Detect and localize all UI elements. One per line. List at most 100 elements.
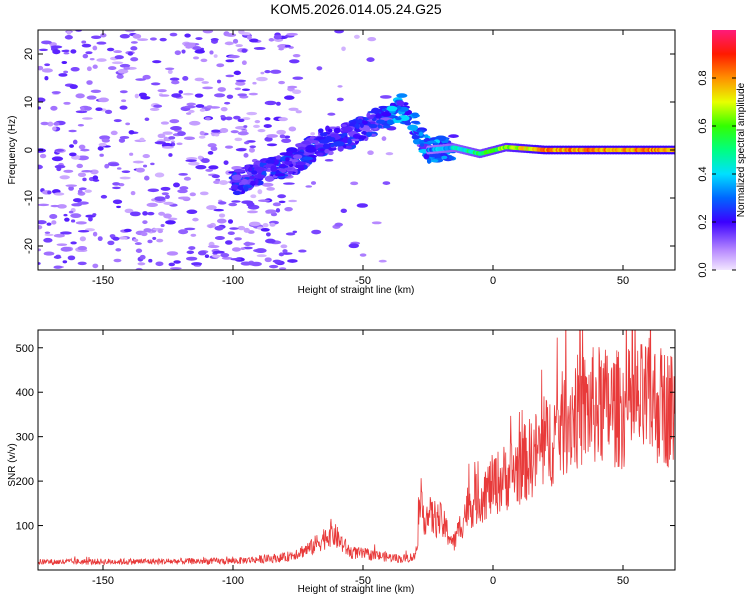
spectrogram-noise-blob: [223, 160, 229, 165]
spectrogram-noise-blob: [154, 172, 165, 178]
spectrogram-ridge-blob: [323, 143, 330, 149]
spectrogram-noise-blob: [168, 153, 173, 157]
spectrogram-noise-blob: [112, 186, 121, 190]
spectrogram-noise-blob: [177, 131, 186, 136]
spectrogram-noise-blob: [233, 70, 241, 76]
spectrogram-noise-blob: [219, 128, 229, 133]
spectrogram-noise-blob: [169, 77, 180, 81]
spectrogram-noise-blob: [213, 93, 226, 98]
spectrogram-noise-blob: [129, 211, 141, 217]
spectrogram-noise-blob: [189, 192, 196, 197]
spectrogram-noise-blob: [278, 200, 286, 204]
spectrogram-noise-blob: [220, 115, 226, 119]
spectrogram-ridge-blob: [285, 151, 293, 157]
snr-y-tick-label: 400: [16, 387, 34, 399]
spectrogram-noise-blob: [275, 101, 281, 106]
spectrogram-noise-blob: [224, 101, 231, 105]
spectrogram-noise-blob: [371, 221, 382, 225]
spectrogram-noise-blob: [246, 202, 255, 207]
spectrogram-noise-blob: [165, 194, 170, 199]
spectrogram-noise-blob: [311, 229, 322, 235]
spectrogram-noise-blob: [177, 189, 188, 194]
spectrogram-ridge-blob: [430, 159, 439, 163]
colorbar-tick-label: 0.0: [697, 262, 709, 277]
spectrogram-ridge-blob: [355, 123, 360, 130]
spectrogram-noise-blob: [97, 236, 103, 242]
spectrogram-noise-blob: [130, 46, 138, 51]
spectrogram-noise-blob: [70, 241, 77, 245]
spectrogram-noise-blob: [146, 202, 158, 208]
spectrogram-noise-blob: [100, 194, 108, 199]
spectrogram-ridge-blob: [426, 157, 432, 164]
spectrogram-noise-blob: [135, 167, 145, 173]
spectrogram-noise-blob: [100, 33, 107, 38]
snr-x-tick-label: 50: [617, 575, 629, 587]
spectrogram-ridge-blob: [423, 153, 430, 160]
spectrogram-noise-blob: [248, 92, 259, 96]
spectrogram-ridge-blob: [302, 156, 314, 161]
spectrogram-noise-blob: [53, 122, 60, 126]
spectrogram-noise-blob: [269, 222, 276, 227]
spectrogram-noise-blob: [40, 121, 49, 126]
spectrogram-noise-blob: [213, 180, 221, 185]
spectrogram-noise-blob: [49, 214, 58, 219]
spectrogram-noise-blob: [77, 172, 87, 178]
spectrogram-ridge-blob: [367, 116, 374, 120]
spectrogram-noise-blob: [382, 181, 391, 185]
spectrogram-ridge-blob: [250, 180, 256, 185]
spectrogram-noise-blob: [72, 139, 78, 145]
colorbar-label: Normalized spectral amplitude: [736, 82, 747, 217]
spectrogram-noise-blob: [244, 241, 252, 247]
spectrogram-x-tick-label: -100: [222, 275, 244, 287]
spectrogram-noise-blob: [292, 89, 302, 95]
spectrogram-noise-blob: [234, 137, 243, 142]
spectrogram-noise-blob: [92, 213, 97, 217]
spectrogram-noise-blob: [264, 100, 277, 106]
spectrogram-noise-blob: [183, 136, 196, 141]
spectrogram-noise-blob: [124, 208, 134, 214]
spectrogram-noise-blob: [272, 259, 282, 263]
spectrogram-noise-blob: [336, 97, 344, 102]
spectrogram-noise-blob: [118, 236, 128, 240]
spectrogram-ridge-blob: [324, 148, 330, 154]
snr-y-tick-label: 300: [16, 432, 34, 444]
spectrogram-noise-blob: [194, 49, 205, 54]
spectrogram-noise-blob: [173, 260, 181, 264]
spectrogram-noise-blob: [147, 211, 155, 216]
spectrogram-ridge-blob: [248, 166, 253, 172]
snr-x-tick-label: -100: [222, 575, 244, 587]
spectrogram-noise-blob: [68, 186, 74, 191]
spectrogram-noise-blob: [288, 199, 298, 203]
spectrogram-noise-blob: [257, 189, 263, 195]
spectrogram-noise-blob: [276, 129, 286, 135]
spectrogram-noise-blob: [38, 148, 47, 153]
colorbar: 0.0 0.2 0.4 0.6 0.8 Normalized spectral ampl…: [697, 30, 747, 278]
spectrogram-noise-blob: [86, 66, 92, 72]
spectrogram-noise-blob: [80, 106, 85, 112]
spectrogram-ridge-blob: [309, 135, 315, 140]
spectrogram-noise-blob: [147, 239, 153, 244]
spectrogram-noise-blob: [157, 229, 164, 234]
spectrogram-ridge-blob: [398, 115, 410, 122]
spectrogram-noise-blob: [287, 85, 298, 89]
spectrogram-noise-blob: [152, 60, 162, 64]
spectrogram-y-tick-label: 0: [23, 147, 35, 153]
colorbar-tick-label: 0.4: [697, 166, 709, 181]
spectrogram-noise-blob: [149, 37, 157, 41]
spectrogram-noise-blob: [38, 106, 41, 110]
spectrogram-noise-blob: [255, 248, 267, 254]
spectrogram-noise-blob: [169, 32, 178, 37]
spectrogram-noise-blob: [132, 160, 144, 164]
spectrogram-noise-blob: [58, 73, 68, 77]
spectrogram-noise-blob: [51, 91, 61, 94]
spectrogram-noise-blob: [224, 145, 234, 149]
spectrogram-noise-blob: [207, 150, 214, 155]
spectrogram-noise-blob: [125, 122, 131, 126]
spectrogram-noise-blob: [210, 146, 218, 152]
spectrogram-noise-blob: [178, 173, 188, 176]
spectrogram-noise-blob: [191, 262, 203, 266]
spectrogram-noise-blob: [95, 107, 103, 112]
spectrogram-noise-blob: [82, 177, 87, 182]
spectrogram-x-tick-label: -150: [92, 275, 114, 287]
spectrogram-noise-blob: [142, 211, 148, 216]
